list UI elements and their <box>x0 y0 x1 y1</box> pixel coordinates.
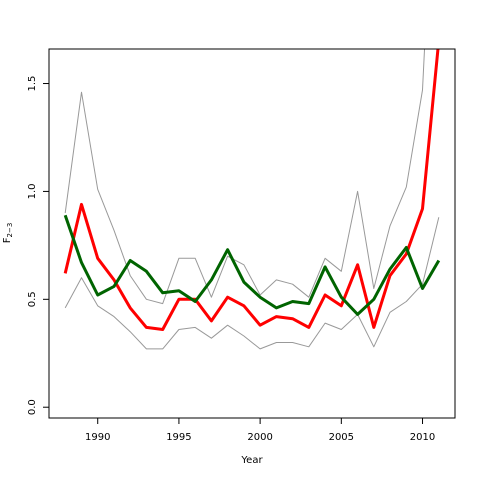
y-tick-label: 0.5 <box>27 291 38 307</box>
y-tick-label: 1.5 <box>27 76 38 92</box>
x-tick-label: 1995 <box>166 432 191 443</box>
lower-bound-line <box>64 217 440 350</box>
x-axis-label: Year <box>240 455 263 466</box>
y-axis-label-subscript: 2−3 <box>6 223 14 238</box>
y-tick-label: 0.0 <box>27 399 38 415</box>
reference-line <box>63 214 441 316</box>
estimate-line <box>63 49 440 331</box>
x-tick-label: 2010 <box>410 432 435 443</box>
x-axis: 1990 1995 2000 2005 2010 <box>85 418 435 443</box>
x-tick-label: 2000 <box>247 432 272 443</box>
y-axis: 0.0 0.5 1.0 1.5 <box>27 76 49 415</box>
y-tick-label: 1.0 <box>27 183 38 199</box>
upper-bound-line <box>64 49 426 305</box>
y-axis-label-main: F <box>2 237 13 243</box>
x-tick-label: 1990 <box>85 432 110 443</box>
plot-frame <box>48 48 456 419</box>
x-tick-label: 2005 <box>329 432 354 443</box>
series-lines <box>63 49 441 350</box>
y-axis-label: F2−3 <box>2 223 14 244</box>
